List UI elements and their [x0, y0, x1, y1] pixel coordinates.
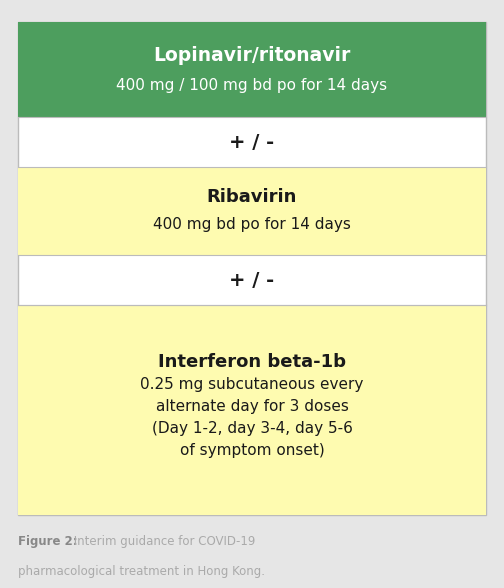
- Text: + / -: + / -: [229, 270, 275, 289]
- Text: 400 mg bd po for 14 days: 400 mg bd po for 14 days: [153, 218, 351, 232]
- Text: (Day 1-2, day 3-4, day 5-6: (Day 1-2, day 3-4, day 5-6: [152, 420, 352, 436]
- Text: pharmacological treatment in Hong Kong.: pharmacological treatment in Hong Kong.: [18, 565, 265, 578]
- Bar: [18, 167, 486, 255]
- Text: Interim guidance for COVID-19: Interim guidance for COVID-19: [70, 535, 256, 548]
- Text: 400 mg / 100 mg bd po for 14 days: 400 mg / 100 mg bd po for 14 days: [116, 78, 388, 93]
- Bar: [18, 22, 486, 515]
- Text: Lopinavir/ritonavir: Lopinavir/ritonavir: [153, 46, 351, 65]
- Text: alternate day for 3 doses: alternate day for 3 doses: [156, 399, 348, 413]
- Text: Figure 2:: Figure 2:: [18, 535, 78, 548]
- Text: Ribavirin: Ribavirin: [207, 188, 297, 206]
- Bar: [18, 22, 486, 117]
- Text: of symptom onset): of symptom onset): [179, 443, 325, 457]
- Text: 0.25 mg subcutaneous every: 0.25 mg subcutaneous every: [140, 376, 364, 392]
- Text: + / -: + / -: [229, 132, 275, 152]
- Bar: [18, 305, 486, 515]
- Text: Interferon beta-1b: Interferon beta-1b: [158, 353, 346, 371]
